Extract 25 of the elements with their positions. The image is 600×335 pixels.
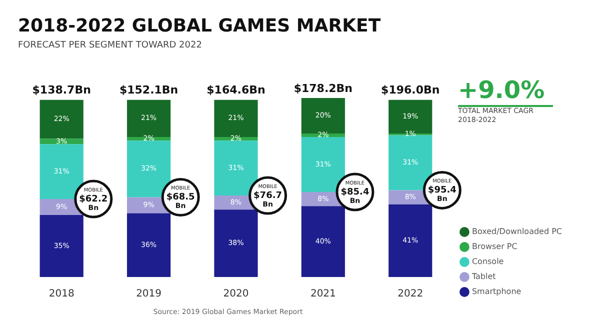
chart-subtitle: FORECAST PER SEGMENT TOWARD 2022 (18, 40, 202, 50)
chart-title: 2018-2022 GLOBAL GAMES MARKET (18, 15, 382, 36)
annotation: $152.1Bn (119, 84, 178, 97)
text: +9.0% (458, 76, 546, 104)
x-tick-label: 2022 (398, 288, 424, 300)
annotation: $178.2Bn (294, 82, 353, 95)
bar (301, 206, 345, 277)
bar (40, 100, 84, 139)
legend-label: Console (472, 257, 504, 266)
legend-label: Smartphone (472, 287, 522, 296)
bar (40, 214, 84, 277)
annotation: $164.6Bn (206, 84, 266, 97)
bar (301, 98, 345, 134)
x-tick-label: 2021 (310, 288, 336, 300)
annotation: $138.7Bn (32, 84, 91, 97)
legend-label: Browser PC (472, 242, 518, 252)
x-tick-label: 2019 (136, 288, 162, 300)
bar (388, 204, 432, 277)
legend-label: Boxed/Downloaded PC (472, 227, 562, 236)
bar (214, 210, 258, 277)
annotation: $196.0Bn (381, 84, 440, 97)
legend-label: Tablet (470, 272, 496, 282)
bar (126, 213, 171, 277)
x-tick-label: 2018 (48, 288, 74, 300)
x-tick-label: 2020 (223, 288, 249, 300)
